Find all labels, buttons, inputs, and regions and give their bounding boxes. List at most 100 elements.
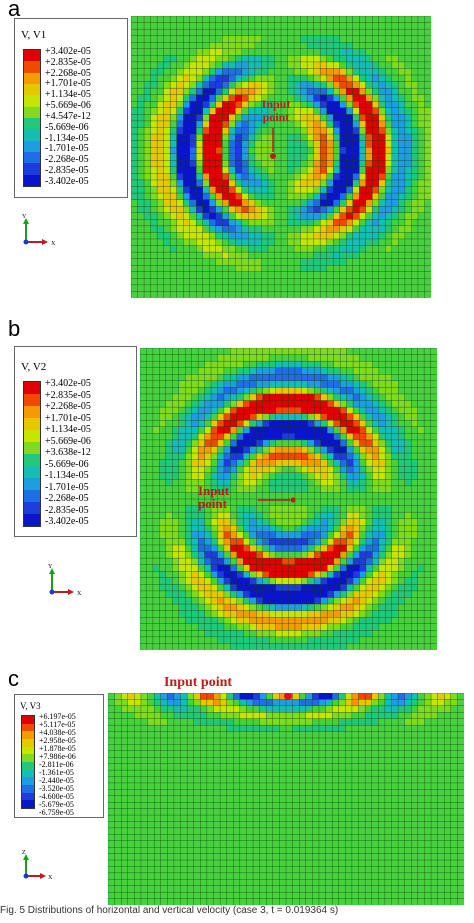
mesh-cell bbox=[332, 114, 341, 122]
mesh-cell bbox=[261, 48, 269, 56]
mesh-cell bbox=[163, 284, 171, 292]
mesh-cell bbox=[430, 518, 437, 526]
mesh-cell bbox=[236, 636, 244, 644]
mesh-cell bbox=[346, 107, 354, 115]
mesh-cell bbox=[193, 744, 201, 752]
mesh-cell bbox=[176, 94, 184, 102]
mesh-cell bbox=[378, 459, 386, 467]
mesh-cell bbox=[305, 744, 313, 752]
mesh-cell bbox=[307, 492, 315, 500]
mesh-cell bbox=[378, 35, 386, 43]
mesh-cell bbox=[346, 452, 354, 461]
mesh-cell bbox=[140, 750, 149, 758]
mesh-cell bbox=[248, 35, 256, 43]
mesh-cell bbox=[301, 623, 309, 631]
mesh-cell bbox=[261, 271, 269, 279]
mesh-cell bbox=[143, 146, 152, 155]
mesh-cell bbox=[210, 452, 218, 461]
mesh-cell bbox=[189, 271, 197, 279]
mesh-cell bbox=[228, 127, 236, 135]
mesh-cell bbox=[176, 55, 184, 63]
mesh-cell bbox=[352, 420, 361, 428]
mesh-cell bbox=[131, 120, 138, 128]
mesh-cell bbox=[267, 271, 275, 279]
mesh-cell bbox=[306, 140, 315, 148]
mesh-cell bbox=[314, 367, 322, 375]
mesh-cell bbox=[320, 348, 328, 356]
mesh-cell bbox=[346, 206, 354, 214]
mesh-cell bbox=[243, 439, 251, 447]
mesh-cell bbox=[339, 459, 348, 467]
mesh-cell bbox=[306, 127, 315, 135]
mesh-cell bbox=[327, 452, 335, 461]
mesh-cell bbox=[398, 374, 406, 382]
mesh-cell bbox=[275, 511, 283, 520]
mesh-cell bbox=[359, 636, 367, 644]
mesh-cell bbox=[178, 393, 186, 402]
mesh-cell bbox=[398, 485, 406, 493]
mesh-cell bbox=[346, 590, 354, 598]
mesh-cell bbox=[178, 643, 186, 650]
mesh-cell bbox=[384, 731, 392, 739]
mesh-cell bbox=[365, 465, 373, 474]
colorbar-band bbox=[22, 723, 34, 732]
mesh-cell bbox=[365, 406, 373, 415]
mesh-cell bbox=[365, 74, 373, 83]
mesh-cell bbox=[180, 724, 188, 733]
mesh-cell bbox=[378, 538, 386, 546]
mesh-cell bbox=[287, 127, 295, 135]
mesh-cell bbox=[134, 693, 142, 700]
mesh-cell bbox=[306, 87, 315, 96]
mesh-cell bbox=[169, 186, 178, 194]
mesh-cell bbox=[222, 140, 230, 148]
mesh-cell bbox=[134, 769, 142, 777]
mesh-cell bbox=[235, 291, 243, 298]
mesh-cell bbox=[209, 35, 217, 43]
mesh-cell bbox=[391, 757, 399, 765]
mesh-cell bbox=[411, 28, 419, 37]
mesh-cell bbox=[378, 693, 386, 700]
mesh-cell bbox=[365, 538, 373, 546]
mesh-cell bbox=[319, 74, 328, 83]
mesh-cell bbox=[339, 577, 348, 585]
mesh-cell bbox=[172, 505, 180, 513]
mesh-cell bbox=[159, 420, 167, 428]
mesh-cell bbox=[274, 28, 282, 37]
mesh-cell bbox=[182, 291, 191, 298]
mesh-cell bbox=[230, 564, 238, 572]
mesh-cell bbox=[378, 603, 386, 612]
mesh-cell bbox=[215, 153, 223, 161]
mesh-cell bbox=[358, 744, 366, 752]
mesh-cell bbox=[160, 750, 168, 758]
mesh-cell bbox=[246, 763, 254, 771]
mesh-cell bbox=[293, 81, 302, 89]
colorbar-tick-label: +3.638e-12 bbox=[45, 447, 91, 458]
mesh-cell bbox=[417, 492, 425, 500]
mesh-cell bbox=[301, 564, 309, 572]
mesh-cell bbox=[236, 590, 244, 598]
mesh-cell bbox=[254, 251, 262, 260]
mesh-cell bbox=[359, 465, 367, 474]
mesh-cell bbox=[365, 597, 373, 605]
colorbar-tick-label: -2.835e-05 bbox=[45, 504, 89, 516]
mesh-cell bbox=[137, 258, 145, 266]
mesh-cell bbox=[197, 577, 206, 585]
mesh-cell bbox=[293, 127, 302, 135]
mesh-cell bbox=[108, 750, 116, 758]
mesh-cell bbox=[267, 245, 275, 253]
mesh-cell bbox=[248, 28, 256, 37]
mesh-cell bbox=[404, 284, 412, 292]
mesh-cell bbox=[281, 426, 289, 434]
mesh-cell bbox=[424, 107, 431, 115]
mesh-cell bbox=[256, 472, 264, 480]
mesh-cell bbox=[359, 459, 367, 467]
mesh-cell bbox=[424, 212, 431, 220]
mesh-cell bbox=[246, 782, 254, 790]
mesh-cell bbox=[248, 153, 256, 161]
mesh-cell bbox=[143, 212, 152, 220]
mesh-cell bbox=[167, 776, 175, 784]
mesh-cell bbox=[163, 120, 171, 128]
mesh-cell bbox=[372, 265, 380, 273]
mesh-cell bbox=[306, 232, 315, 240]
mesh-cell bbox=[150, 22, 158, 30]
